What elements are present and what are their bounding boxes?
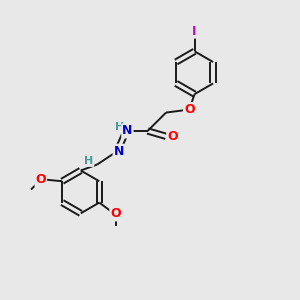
Text: O: O <box>167 130 178 143</box>
Text: N: N <box>122 124 133 137</box>
Text: O: O <box>184 103 194 116</box>
Text: O: O <box>35 173 46 186</box>
Text: O: O <box>110 207 121 220</box>
Text: I: I <box>192 25 197 38</box>
Text: N: N <box>114 145 124 158</box>
Text: H: H <box>115 122 124 132</box>
Text: H: H <box>84 156 93 166</box>
